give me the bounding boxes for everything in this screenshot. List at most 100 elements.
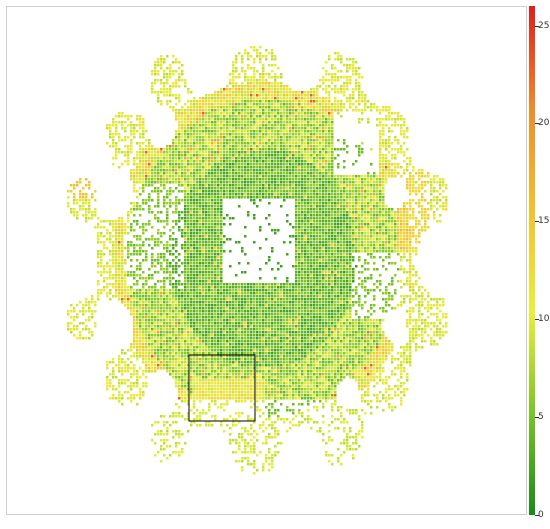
heatmap-cell [274, 160, 277, 163]
heatmap-cell [346, 79, 349, 82]
heatmap-cell [307, 229, 310, 232]
heatmap-cell [217, 181, 220, 184]
heatmap-cell [304, 106, 307, 109]
heatmap-cell [301, 193, 304, 196]
heatmap-cell [292, 178, 295, 181]
heatmap-cell [295, 187, 298, 190]
heatmap-cell [409, 190, 412, 193]
heatmap-cell [322, 103, 325, 106]
heatmap-cell [157, 211, 160, 214]
heatmap-cell [232, 109, 235, 112]
heatmap-cell [193, 160, 196, 163]
heatmap-cell [286, 142, 289, 145]
heatmap-cell [331, 262, 334, 265]
heatmap-cell [361, 247, 364, 250]
heatmap-cell [376, 235, 379, 238]
heatmap-cell [307, 271, 310, 274]
heatmap-cell [118, 133, 121, 136]
heatmap-cell [322, 115, 325, 118]
heatmap-cell [235, 184, 238, 187]
heatmap-cell [307, 163, 310, 166]
heatmap-cell [232, 166, 235, 169]
heatmap-cell [316, 241, 319, 244]
heatmap-cell [394, 217, 397, 220]
heatmap-cell [145, 178, 148, 181]
heatmap-cell [256, 196, 259, 199]
heatmap-cell [340, 223, 343, 226]
heatmap-cell [289, 190, 292, 193]
heatmap-cell [166, 214, 169, 217]
heatmap-cell [316, 151, 319, 154]
heatmap-cell [340, 190, 343, 193]
heatmap-cell [376, 208, 379, 211]
heatmap-cell [271, 136, 274, 139]
heatmap-cell [127, 160, 130, 163]
heatmap-cell [244, 169, 247, 172]
heatmap-cell [391, 235, 394, 238]
heatmap-cell [247, 190, 250, 193]
heatmap-cell [343, 106, 346, 109]
heatmap-cell [217, 94, 220, 97]
heatmap-cell [397, 280, 400, 283]
heatmap-cell [196, 130, 199, 133]
heatmap-cell [193, 199, 196, 202]
heatmap-cell [220, 148, 223, 151]
heatmap-cell [400, 235, 403, 238]
heatmap-cell [217, 232, 220, 235]
heatmap-cell [241, 151, 244, 154]
heatmap-cell [292, 265, 295, 268]
heatmap-cell [289, 130, 292, 133]
heatmap-cell [133, 208, 136, 211]
heatmap-cell [187, 268, 190, 271]
heatmap-cell [97, 217, 100, 220]
heatmap-cell [220, 106, 223, 109]
heatmap-cell [343, 259, 346, 262]
heatmap-cell [352, 181, 355, 184]
heatmap-cell [154, 160, 157, 163]
heatmap-cell [358, 148, 361, 151]
heatmap-cell [364, 262, 367, 265]
heatmap-cell [376, 247, 379, 250]
heatmap-cell [271, 112, 274, 115]
heatmap-cell [205, 151, 208, 154]
heatmap-cell [274, 229, 277, 232]
heatmap-cell [175, 136, 178, 139]
heatmap-cell [358, 199, 361, 202]
heatmap-cell [217, 160, 220, 163]
heatmap-cell [307, 214, 310, 217]
heatmap-cell [271, 175, 274, 178]
heatmap-cell [73, 193, 76, 196]
heatmap-cell [190, 235, 193, 238]
heatmap-cell [199, 235, 202, 238]
heatmap-cell [157, 244, 160, 247]
heatmap-cell [346, 274, 349, 277]
heatmap-cell [169, 172, 172, 175]
heatmap-cell [169, 205, 172, 208]
heatmap-cell [304, 121, 307, 124]
heatmap-cell [310, 109, 313, 112]
heatmap-cell [256, 205, 259, 208]
heatmap-cell [121, 220, 124, 223]
heatmap-cell [364, 226, 367, 229]
heatmap-cell [214, 208, 217, 211]
heatmap-cell [382, 118, 385, 121]
heatmap-cell [301, 232, 304, 235]
heatmap-cell [169, 64, 172, 67]
heatmap-cell [205, 136, 208, 139]
heatmap-cell [313, 160, 316, 163]
heatmap-cell [259, 196, 262, 199]
heatmap-cell [223, 250, 226, 253]
heatmap-cell [313, 241, 316, 244]
heatmap-cell [328, 277, 331, 280]
heatmap-cell [217, 145, 220, 148]
heatmap-cell [184, 211, 187, 214]
heatmap-cell [217, 265, 220, 268]
heatmap-cell [166, 145, 169, 148]
heatmap-cell [265, 151, 268, 154]
heatmap-cell [157, 163, 160, 166]
heatmap-cell [346, 88, 349, 91]
heatmap-cell [211, 247, 214, 250]
heatmap-cell [403, 253, 406, 256]
heatmap-cell [235, 70, 238, 73]
heatmap-cell [217, 274, 220, 277]
